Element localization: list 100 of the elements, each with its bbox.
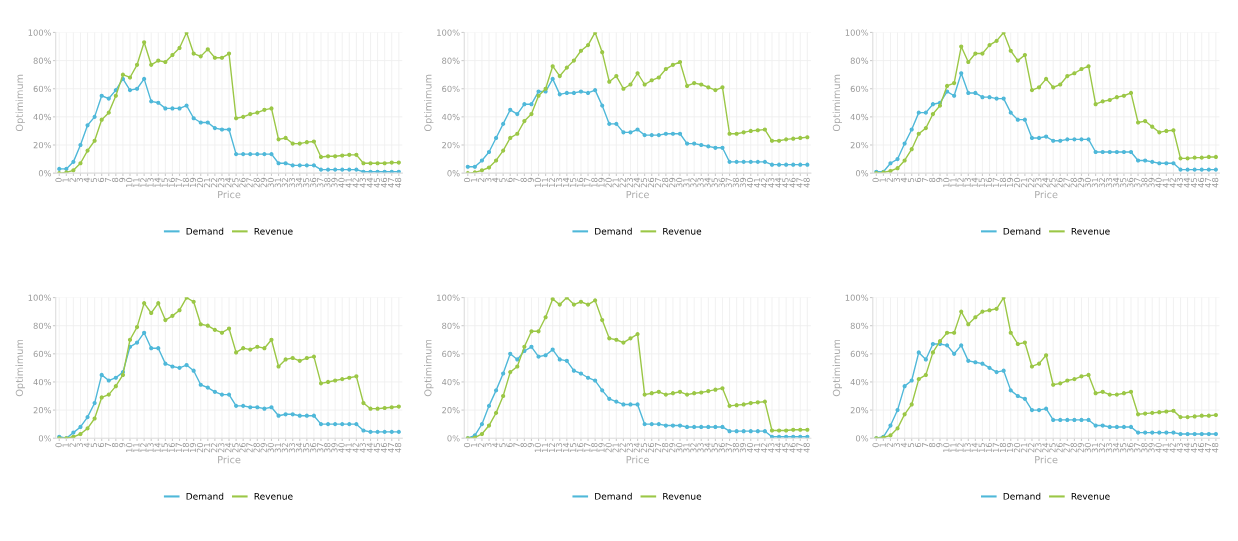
legend-label: Demand: [595, 227, 632, 235]
x-tick-label: 6: [914, 442, 922, 448]
x-tick-label: 8: [111, 177, 119, 183]
x-tick-label: 28: [253, 177, 260, 188]
x-tick-label: 0: [872, 177, 879, 183]
x-tick-label: 27: [246, 178, 253, 188]
x-tick-label: 19: [598, 442, 605, 453]
x-tick-label: 37: [1134, 178, 1141, 188]
y-tick-label: 60%: [442, 85, 460, 93]
y-axis-title: Optimimum: [424, 74, 434, 132]
x-tick-label: 18: [182, 177, 189, 187]
x-tick-label: 22: [619, 443, 626, 453]
x-tick-label: 5: [90, 178, 98, 182]
x-tick-label: 19: [189, 177, 197, 187]
x-tick-label: 9: [527, 177, 534, 183]
x-tick-label: 33: [697, 443, 704, 453]
x-tick-label: 2: [478, 178, 485, 182]
x-tick-label: 21: [1021, 178, 1028, 188]
x-tick-label: 16: [168, 442, 175, 453]
x-tick-label: 13: [555, 177, 563, 187]
x-axis-title: Price: [218, 190, 241, 199]
y-tick-label: 0%: [855, 435, 869, 442]
x-tick-label: 1: [62, 178, 69, 182]
y-tick-label: 80%: [33, 322, 52, 329]
x-tick-label: 15: [570, 443, 577, 453]
x-tick-label: 44: [775, 442, 782, 453]
x-tick-label: 15: [570, 178, 577, 187]
x-tick-label: 32: [1098, 443, 1106, 453]
x-tick-label: 39: [739, 177, 747, 188]
x-tick-label: 39: [331, 177, 338, 188]
x-tick-label: 24: [1042, 177, 1049, 188]
y-tick-label: 20%: [33, 407, 52, 414]
x-tick-label: 16: [577, 177, 584, 187]
x-tick-label: 48: [394, 177, 402, 188]
x-tick-label: 29: [260, 177, 267, 188]
x-tick-label: 34: [295, 442, 303, 453]
x-tick-label: 18: [182, 442, 189, 453]
x-tick-label: 26: [1056, 177, 1063, 188]
x-tick-label: 24: [225, 442, 232, 453]
x-tick-label: 25: [640, 443, 648, 453]
x-tick-label: 45: [1190, 443, 1198, 453]
x-tick-label: 13: [555, 443, 563, 453]
x-tick-label: 26: [647, 177, 655, 188]
x-tick-label: 37: [317, 443, 324, 453]
x-tick-label: 11: [133, 443, 140, 453]
x-tick-label: 24: [633, 177, 640, 188]
x-tick-label: 23: [626, 177, 633, 188]
x-tick-label: 45: [373, 443, 381, 453]
x-tick-label: 21: [1021, 443, 1028, 453]
x-tick-label: 4: [492, 442, 499, 448]
x-tick-label: 2: [886, 443, 893, 448]
x-tick-label: 21: [612, 443, 619, 453]
x-tick-label: 25: [1049, 178, 1056, 188]
x-tick-label: 43: [359, 443, 366, 453]
x-tick-label: 34: [704, 177, 711, 188]
x-tick-label: 12: [140, 443, 147, 453]
x-tick-label: 0: [55, 177, 62, 183]
x-tick-label: 48: [1212, 177, 1219, 188]
x-tick-label: 16: [985, 442, 992, 453]
x-tick-label: 36: [310, 177, 317, 188]
legend-label: Revenue: [663, 493, 702, 500]
x-tick-label: 38: [1141, 177, 1148, 188]
y-tick-label: 40%: [441, 378, 460, 386]
x-tick-label: 16: [577, 442, 584, 453]
x-tick-label: 21: [203, 178, 211, 188]
x-tick-label: 9: [119, 177, 126, 183]
x-tick-label: 9: [119, 442, 126, 448]
x-tick-label: 24: [1042, 442, 1049, 453]
y-tick-label: 40%: [441, 113, 460, 121]
y-tick-label: 40%: [850, 378, 869, 386]
x-tick-label: 38: [1141, 442, 1148, 453]
x-tick-label: 2: [886, 178, 893, 182]
y-tick-label: 80%: [850, 57, 869, 64]
x-tick-label: 11: [950, 443, 957, 453]
x-tick-label: 5: [499, 178, 506, 182]
x-tick-label: 38: [324, 177, 331, 188]
y-tick-label: 20%: [850, 407, 869, 414]
x-tick-label: 48: [803, 442, 810, 453]
x-tick-label: 9: [936, 442, 943, 448]
x-tick-label: 21: [612, 178, 619, 188]
x-tick-label: 44: [366, 177, 373, 188]
x-axis-title: Price: [1035, 455, 1058, 464]
x-tick-label: 47: [387, 178, 395, 188]
x-tick-label: 33: [1105, 177, 1113, 188]
x-tick-label: 10: [534, 442, 541, 453]
legend-label: Demand: [186, 492, 224, 500]
x-tick-label: 13: [964, 443, 971, 453]
x-tick-label: 12: [957, 178, 964, 187]
x-tick-label: 23: [218, 177, 225, 188]
x-tick-label: 27: [1063, 178, 1070, 188]
x-tick-label: 26: [239, 177, 246, 188]
x-tick-label: 9: [527, 442, 534, 448]
x-tick-label: 30: [676, 442, 683, 453]
x-tick-label: 37: [317, 178, 324, 188]
x-tick-label: 25: [232, 178, 239, 188]
x-tick-label: 35: [302, 443, 310, 453]
x-tick-label: 36: [310, 442, 317, 453]
x-tick-label: 41: [754, 443, 761, 453]
y-tick-label: 0%: [447, 170, 460, 177]
x-tick-label: 31: [274, 443, 281, 453]
